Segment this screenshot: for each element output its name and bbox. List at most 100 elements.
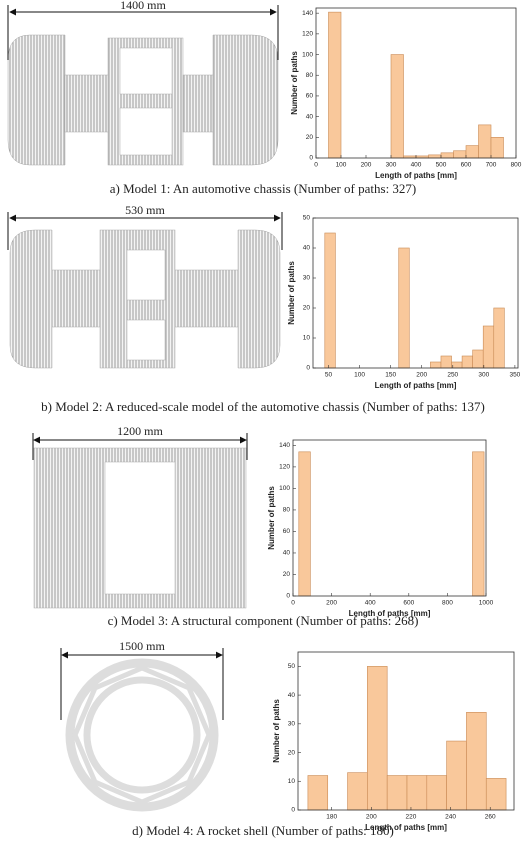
y-tick-label: 40 (283, 550, 291, 557)
y-tick-label: 60 (283, 528, 291, 535)
y-tick-label: 50 (288, 663, 296, 670)
histogram-bar (426, 775, 447, 811)
x-tick-label: 400 (365, 600, 376, 607)
histogram-bar (466, 712, 487, 811)
histogram-bar (347, 772, 368, 811)
x-tick-label: 800 (511, 162, 522, 169)
y-tick-label: 20 (306, 134, 314, 141)
y-tick-label: 100 (302, 51, 313, 58)
histogram-bar (324, 232, 336, 369)
x-tick-label: 0 (314, 162, 318, 169)
y-tick-label: 120 (279, 464, 290, 471)
x-tick-label: 0 (291, 600, 295, 607)
y-tick-label: 0 (291, 807, 295, 814)
y-axis-label: Number of paths (287, 261, 296, 325)
histogram-bar (461, 355, 473, 369)
histogram-bar (328, 11, 342, 159)
histogram-bar (430, 361, 442, 369)
dimension-label: 530 mm (125, 203, 165, 217)
y-tick-label: 80 (306, 72, 314, 79)
histogram-bar (398, 247, 410, 369)
x-tick-label: 300 (478, 372, 489, 379)
y-tick-label: 120 (302, 31, 313, 38)
plot-frame (312, 217, 519, 369)
x-axis-label: Length of paths [mm] (375, 171, 457, 180)
model-1-drawing (7, 34, 279, 166)
x-tick-label: 240 (445, 814, 456, 821)
histogram-bar (465, 145, 479, 159)
histogram-bar (482, 325, 495, 369)
x-tick-label: 200 (416, 372, 427, 379)
histogram-bar (485, 778, 507, 811)
histogram-bar (307, 775, 329, 811)
x-tick-label: 220 (406, 814, 417, 821)
dimension-label: 1400 mm (120, 0, 166, 12)
x-tick-label: 100 (336, 162, 347, 169)
plot-frame (292, 439, 487, 597)
histogram-bar (451, 361, 463, 369)
histogram-bar (440, 355, 452, 369)
dimension-label: 1200 mm (117, 424, 163, 438)
x-tick-label: 500 (436, 162, 447, 169)
x-tick-label: 600 (461, 162, 472, 169)
y-tick-label: 100 (279, 485, 290, 492)
histogram-bar (440, 152, 454, 159)
x-tick-label: 800 (442, 600, 453, 607)
histogram-bar (493, 307, 505, 369)
y-axis-label: Number of paths (290, 51, 299, 115)
plot-frame (297, 651, 515, 811)
x-tick-label: 200 (361, 162, 372, 169)
x-tick-label: 1000 (479, 600, 494, 607)
histogram-bar (386, 775, 408, 811)
caption: b) Model 2: A reduced-scale model of the… (41, 399, 485, 414)
histogram-bar (490, 137, 504, 159)
y-tick-label: 80 (283, 507, 291, 514)
y-tick-label: 140 (302, 10, 313, 17)
dimension-label: 1500 mm (119, 639, 165, 653)
x-tick-label: 350 (509, 372, 520, 379)
x-tick-label: 250 (447, 372, 458, 379)
histogram-bar (367, 666, 388, 811)
histogram-bar (472, 349, 484, 369)
y-tick-label: 40 (306, 113, 314, 120)
y-tick-label: 40 (303, 245, 311, 252)
x-tick-label: 200 (366, 814, 377, 821)
y-tick-label: 0 (286, 593, 290, 600)
x-tick-label: 600 (403, 600, 414, 607)
x-tick-label: 50 (325, 372, 333, 379)
histogram-bar (478, 124, 492, 159)
x-tick-label: 180 (326, 814, 337, 821)
histogram-bar (390, 54, 404, 159)
x-tick-label: 200 (326, 600, 337, 607)
y-tick-label: 0 (309, 155, 313, 162)
y-axis-label: Number of paths (267, 486, 276, 550)
caption: c) Model 3: A structural component (Numb… (108, 613, 419, 628)
y-axis-label: Number of paths (272, 699, 281, 763)
y-tick-label: 10 (288, 778, 296, 785)
histogram-bar (453, 150, 467, 159)
caption: d) Model 4: A rocket shell (Number of pa… (132, 823, 394, 838)
histogram-bar (298, 451, 311, 597)
y-tick-label: 50 (303, 215, 311, 222)
histogram-bar (428, 154, 442, 159)
y-tick-label: 20 (303, 305, 311, 312)
x-tick-label: 100 (354, 372, 365, 379)
y-tick-label: 140 (279, 442, 290, 449)
x-tick-label: 150 (385, 372, 396, 379)
histogram-bar (406, 775, 428, 811)
y-tick-label: 20 (283, 571, 291, 578)
model-4-drawing (65, 658, 219, 812)
caption: a) Model 1: An automotive chassis (Numbe… (110, 181, 417, 196)
x-tick-label: 260 (485, 814, 496, 821)
y-tick-label: 30 (303, 275, 311, 282)
x-axis-label: Length of paths [mm] (349, 609, 431, 618)
x-tick-label: 700 (486, 162, 497, 169)
y-tick-label: 0 (306, 365, 310, 372)
x-tick-label: 300 (386, 162, 397, 169)
y-tick-label: 20 (288, 749, 296, 756)
y-tick-label: 30 (288, 721, 296, 728)
x-axis-label: Length of paths [mm] (375, 381, 457, 390)
model-2-drawing (9, 229, 281, 369)
x-tick-label: 400 (411, 162, 422, 169)
